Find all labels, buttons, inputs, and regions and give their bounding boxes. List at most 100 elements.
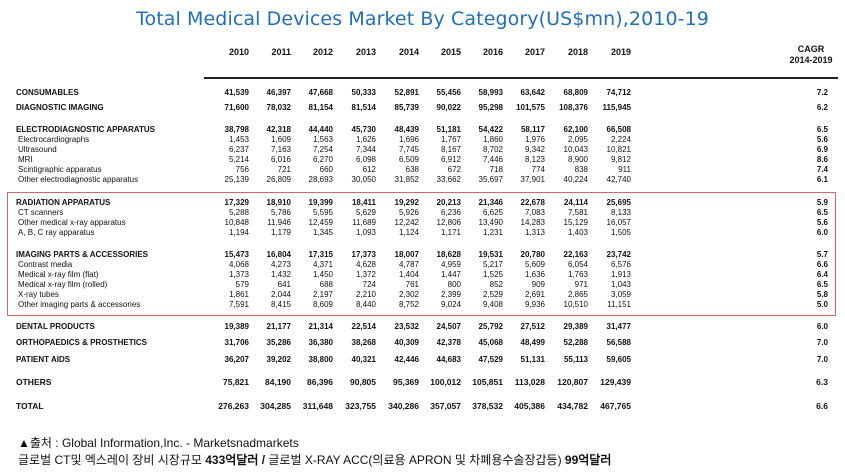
- table-cell: 74,712: [587, 88, 631, 98]
- summary-xray-label: 글로벌 X-RAY ACC(의료용 APRON 및 차폐용수술장갑등): [268, 453, 565, 467]
- summary-xray-value: 99억달러: [565, 453, 611, 467]
- table-cell: 721: [247, 165, 291, 175]
- table-cell: 2,224: [587, 135, 631, 145]
- row-label: PATIENT AIDS: [16, 355, 70, 365]
- table-cell: 434,782: [544, 401, 588, 411]
- table-cell: 68,809: [544, 88, 588, 98]
- table-cell: 7,446: [459, 155, 503, 165]
- cagr-cell: 6.6: [808, 401, 828, 411]
- table-cell: 911: [587, 165, 631, 175]
- table-cell: 39,202: [247, 355, 291, 365]
- table-cell: 47,529: [459, 355, 503, 365]
- year-header: 2014: [375, 47, 419, 57]
- table-cell: 37,901: [501, 175, 545, 185]
- table-cell: 40,309: [375, 338, 419, 348]
- table-cell: 45,068: [459, 338, 503, 348]
- table-cell: 718: [459, 165, 503, 175]
- table-cell: 27,512: [501, 322, 545, 332]
- table-cell: 95,298: [459, 103, 503, 113]
- row-label: Ultrasound: [18, 145, 57, 155]
- table-cell: 7,163: [247, 145, 291, 155]
- table-cell: 25,139: [205, 175, 249, 185]
- table-cell: 1,563: [289, 135, 333, 145]
- cagr-cell: 6.9: [808, 145, 828, 155]
- table-cell: 38,798: [205, 125, 249, 135]
- table-cell: 357,057: [417, 401, 461, 411]
- table-cell: 71,600: [205, 103, 249, 113]
- table-cell: 75,821: [205, 377, 249, 387]
- table-row: Other electrodiagnostic apparatus 25,139 2…: [0, 175, 845, 185]
- cagr-cell: 6.0: [808, 322, 828, 332]
- table-cell: 8,123: [501, 155, 545, 165]
- row-label: OTHERS: [16, 377, 51, 387]
- table-cell: 41,539: [205, 88, 249, 98]
- table-cell: 95,369: [375, 377, 419, 387]
- table-cell: 42,740: [587, 175, 631, 185]
- cagr-header-period: 2014-2019: [786, 55, 836, 66]
- summary-ct-value: 433억달러 /: [205, 453, 268, 467]
- table-cell: 8,702: [459, 145, 503, 155]
- table-cell: 81,154: [289, 103, 333, 113]
- table-cell: 6,098: [332, 155, 376, 165]
- table-cell: 45,730: [332, 125, 376, 135]
- table-cell: 90,022: [417, 103, 461, 113]
- table-cell: 2,095: [544, 135, 588, 145]
- table-cell: 35,286: [247, 338, 291, 348]
- cagr-header-label: CAGR: [786, 44, 836, 55]
- cagr-cell: 6.2: [808, 103, 828, 113]
- table-row: DENTAL PRODUCTS 19,389 21,177 21,314 22,514 2…: [0, 322, 845, 332]
- table-cell: 50,333: [332, 88, 376, 98]
- table-cell: 90,805: [332, 377, 376, 387]
- table-cell: 36,207: [205, 355, 249, 365]
- table-cell: 638: [375, 165, 419, 175]
- table-cell: 756: [205, 165, 249, 175]
- table-cell: 304,285: [247, 401, 291, 411]
- cagr-cell: 6.1: [808, 175, 828, 185]
- table-cell: 28,693: [289, 175, 333, 185]
- table-cell: 108,376: [544, 103, 588, 113]
- table-cell: 1,767: [417, 135, 461, 145]
- table-cell: 58,993: [459, 88, 503, 98]
- table-cell: 9,342: [501, 145, 545, 155]
- table-cell: 52,891: [375, 88, 419, 98]
- table-row: ORTHOPAEDICS & PROSTHETICS 31,706 35,286 36…: [0, 338, 845, 348]
- cagr-cell: 7.0: [808, 355, 828, 365]
- table-cell: 78,032: [247, 103, 291, 113]
- table-cell: 31,706: [205, 338, 249, 348]
- cagr-cell: 6.3: [808, 377, 828, 387]
- table-row: Scintigraphic apparatus 756 721 660 612 638 67…: [0, 165, 845, 175]
- row-label: Scintigraphic apparatus: [18, 165, 102, 175]
- year-header: 2017: [501, 47, 545, 57]
- table-cell: 26,809: [247, 175, 291, 185]
- table-cell: 120,807: [544, 377, 588, 387]
- summary-note: 글로벌 CT및 엑스레이 장비 시장규모 433억달러 / 글로벌 X-RAY …: [18, 451, 611, 468]
- table-cell: 1,976: [501, 135, 545, 145]
- table-cell: 1,609: [247, 135, 291, 145]
- table-cell: 51,131: [501, 355, 545, 365]
- table-cell: 56,588: [587, 338, 631, 348]
- table-cell: 101,575: [501, 103, 545, 113]
- table-cell: 38,268: [332, 338, 376, 348]
- year-header: 2013: [332, 47, 376, 57]
- table-cell: 24,507: [417, 322, 461, 332]
- table-cell: 467,765: [587, 401, 631, 411]
- table-cell: 42,446: [375, 355, 419, 365]
- year-header: 2015: [417, 47, 461, 57]
- table-cell: 1,696: [375, 135, 419, 145]
- table-cell: 35,697: [459, 175, 503, 185]
- table-cell: 42,378: [417, 338, 461, 348]
- table-cell: 323,755: [332, 401, 376, 411]
- table-cell: 10,043: [544, 145, 588, 155]
- table-row: OTHERS 75,821 84,190 86,396 90,805 95,369 100,…: [0, 377, 845, 387]
- table-cell: 86,396: [289, 377, 333, 387]
- year-header: 2012: [289, 47, 333, 57]
- table-cell: 8,900: [544, 155, 588, 165]
- table-cell: 52,288: [544, 338, 588, 348]
- year-header: 2016: [459, 47, 503, 57]
- table-row: TOTAL 276,263 304,285 311,648 323,755 340,286…: [0, 401, 845, 411]
- cagr-cell: 6.5: [808, 125, 828, 135]
- table-row: DIAGNOSTIC IMAGING 71,600 78,032 81,154 81,5…: [0, 103, 845, 113]
- table-cell: 378,532: [459, 401, 503, 411]
- highlight-box-radiation-imaging: [7, 192, 836, 316]
- table-cell: 6,509: [375, 155, 419, 165]
